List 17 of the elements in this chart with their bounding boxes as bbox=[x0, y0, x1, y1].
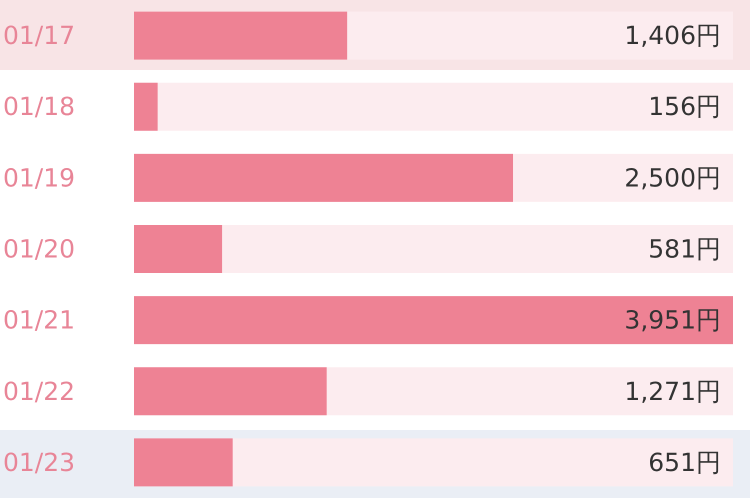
y-tick-label: 01/17 bbox=[3, 21, 76, 50]
bar bbox=[134, 225, 222, 273]
bar bbox=[134, 82, 158, 131]
data-label: 156円 bbox=[648, 92, 721, 122]
data-label: 2,500円 bbox=[624, 163, 721, 192]
data-label: 651円 bbox=[648, 448, 721, 477]
data-label: 581円 bbox=[648, 234, 721, 264]
data-label: 1,406円 bbox=[624, 21, 721, 50]
data-label: 3,951円 bbox=[624, 306, 721, 335]
y-tick-label: 01/21 bbox=[3, 306, 76, 335]
bar bbox=[134, 438, 233, 486]
y-tick-label: 01/18 bbox=[3, 92, 76, 122]
y-tick-label: 01/20 bbox=[3, 234, 76, 264]
y-tick-label: 01/19 bbox=[3, 163, 76, 192]
y-tick-label: 01/23 bbox=[3, 448, 76, 477]
data-label: 1,271円 bbox=[624, 376, 721, 406]
y-tick-label: 01/22 bbox=[3, 376, 76, 406]
